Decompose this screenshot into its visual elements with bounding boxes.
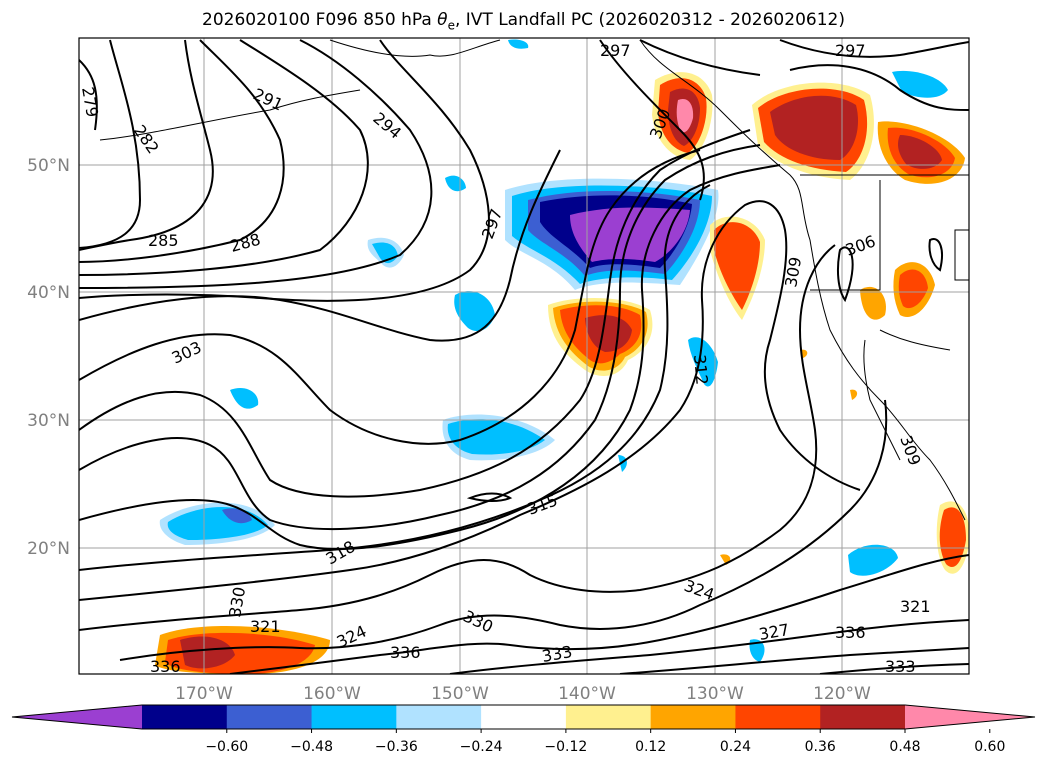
longitude-labels: 170°W 160°W 150°W 140°W 130°W 120°W (175, 684, 871, 704)
coastlines (99, 39, 969, 521)
contour-label: 312 (690, 354, 712, 386)
contour-label: 279 (78, 85, 102, 118)
contour-label: 285 (148, 231, 179, 250)
lat-label-40n: 40°N (27, 283, 70, 303)
colorbar-segment (142, 705, 228, 729)
latitude-labels: 50°N 40°N 30°N 20°N (27, 156, 70, 559)
colorbar-segment (735, 705, 821, 729)
lon-label-160w: 160°W (303, 684, 361, 704)
lon-label-170w: 170°W (175, 684, 233, 704)
contour-label: 321 (250, 617, 281, 636)
theta-e-contours (79, 39, 969, 674)
colorbar (11, 704, 1036, 730)
map-title: 2026020100 F096 850 hPa θe, IVT Landfall… (202, 10, 845, 33)
contour-label: 297 (835, 41, 866, 60)
lon-label-140w: 140°W (558, 684, 616, 704)
lat-label-50n: 50°N (27, 156, 70, 176)
colorbar-outline (11, 704, 1036, 730)
colorbar-tick-label: −0.48 (290, 739, 333, 755)
colorbar-segment (565, 705, 652, 729)
colorbar-tick-label: −0.24 (460, 739, 503, 755)
colorbar-tick-label: 0.48 (889, 739, 920, 755)
colorbar-segment (226, 705, 313, 729)
colorbar-ticks: −0.60 −0.48 −0.36 −0.24 −0.12 0.12 0.24 0.36 0.4… (205, 729, 1005, 755)
colorbar-tick-label: −0.60 (205, 739, 248, 755)
colorbar-tick-label: 0.60 (974, 739, 1005, 755)
colorbar-tick-label: 0.12 (635, 739, 666, 755)
lon-label-150w: 150°W (431, 684, 489, 704)
colorbar-segment (396, 705, 482, 729)
contour-label: 336 (150, 657, 181, 676)
colorbar-tick-label: 0.24 (720, 739, 751, 755)
colorbar-segment (820, 705, 906, 729)
contour-label: 321 (900, 597, 931, 616)
colorbar-segment (650, 705, 736, 729)
plot-frame (78, 37, 970, 675)
lon-label-120w: 120°W (813, 684, 871, 704)
contour-label: 333 (885, 657, 916, 676)
colorbar-extend-high (905, 705, 1035, 729)
colorbar-tick-label: 0.36 (805, 739, 836, 755)
lat-label-30n: 30°N (27, 411, 70, 431)
graticule (79, 38, 969, 674)
contour-label: 336 (835, 623, 866, 642)
plot-content: 279 282 285 288 291 294 297 300 303 306 … (78, 38, 969, 676)
colorbar-tick-label: −0.36 (375, 739, 418, 755)
colorbar-segment (311, 705, 397, 729)
colorbar-tick-label: −0.12 (544, 739, 587, 755)
contour-label: 336 (390, 643, 421, 662)
contour-label: 297 (600, 41, 631, 60)
colorbar-extend-low (12, 705, 142, 729)
colorbar-segment (481, 705, 567, 729)
lat-label-20n: 20°N (27, 539, 70, 559)
lon-label-130w: 130°W (686, 684, 744, 704)
